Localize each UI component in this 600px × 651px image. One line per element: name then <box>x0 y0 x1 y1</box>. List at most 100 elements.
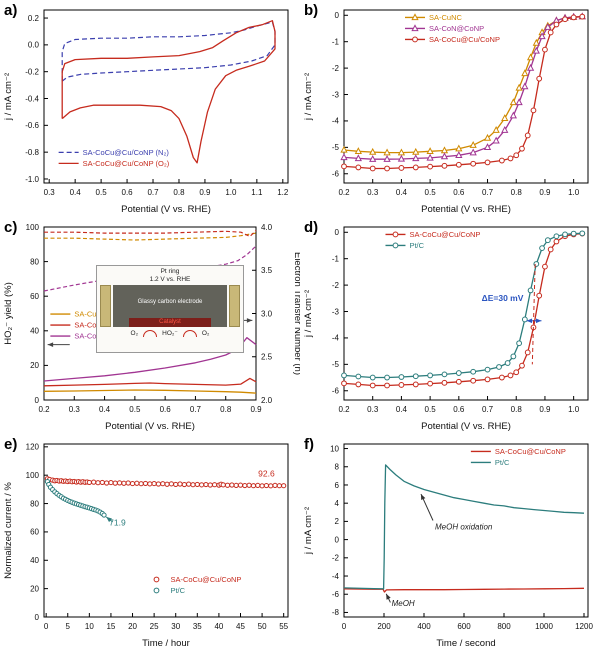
svg-text:55: 55 <box>279 622 288 631</box>
svg-text:-0.8: -0.8 <box>25 148 39 157</box>
svg-text:Potential (V vs. RHE): Potential (V vs. RHE) <box>421 421 511 432</box>
svg-text:0.7: 0.7 <box>147 188 159 197</box>
svg-text:60: 60 <box>30 528 39 537</box>
chart-b-lsv-catalysts: 0.2 0.3 0.4 0.5 0.6 0.7 0.8 0.9 1.0 -6 -5 -4 -3 -2 -1 0… <box>303 9 589 215</box>
svg-text:-2: -2 <box>332 64 340 73</box>
svg-text:0.9: 0.9 <box>539 405 551 414</box>
svg-text:25: 25 <box>150 622 159 631</box>
svg-text:0.0: 0.0 <box>28 41 40 50</box>
svg-text:SA-CuNC: SA-CuNC <box>74 310 108 319</box>
panel-b: 0.2 0.3 0.4 0.5 0.6 0.7 0.8 0.9 1.0 -6 -5 -4 -3 -2 -1 0… <box>300 0 600 217</box>
svg-text:35: 35 <box>193 622 202 631</box>
svg-text:100: 100 <box>26 223 40 232</box>
svg-text:-1.0: -1.0 <box>25 175 39 184</box>
svg-text:-5: -5 <box>332 360 340 369</box>
svg-text:1.2: 1.2 <box>277 188 289 197</box>
svg-text:0.8: 0.8 <box>511 188 523 197</box>
svg-text:0.8: 0.8 <box>173 188 185 197</box>
svg-text:0: 0 <box>35 613 40 622</box>
svg-text:8: 8 <box>335 463 340 472</box>
svg-text:-6: -6 <box>332 170 340 179</box>
svg-text:0.3: 0.3 <box>44 188 56 197</box>
chart-d-lsv-vs-ptc: 0.2 0.3 0.4 0.5 0.6 0.7 0.8 0.9 1.0 -6 -5 -4 -3 -2 -1 0… <box>303 226 589 432</box>
svg-text:15: 15 <box>106 622 115 631</box>
svg-text:0.5: 0.5 <box>129 405 141 414</box>
svg-text:j / mA cm⁻²: j / mA cm⁻² <box>3 73 14 121</box>
svg-text:HO₂⁻ yield (%): HO₂⁻ yield (%) <box>3 282 14 345</box>
svg-text:0.6: 0.6 <box>122 188 134 197</box>
svg-text:-6: -6 <box>332 590 340 599</box>
svg-text:0.2: 0.2 <box>38 405 50 414</box>
svg-text:Pt/C: Pt/C <box>170 586 185 595</box>
svg-text:Pt/C: Pt/C <box>409 241 424 250</box>
svg-text:0: 0 <box>335 535 340 544</box>
svg-text:100: 100 <box>26 471 40 480</box>
panel-f: 0 200 400 600 800 1000 1200 -8 -6 -4 -2 0 2 4 6 8 10 Time… <box>300 434 600 651</box>
svg-text:30: 30 <box>171 622 180 631</box>
svg-text:20: 20 <box>30 584 39 593</box>
svg-text:0.3: 0.3 <box>367 405 379 414</box>
svg-text:1.0: 1.0 <box>225 188 237 197</box>
panel-label-c: c) <box>4 219 18 236</box>
svg-text:0.2: 0.2 <box>338 405 350 414</box>
svg-text:71.9: 71.9 <box>109 518 126 528</box>
svg-text:0.2: 0.2 <box>338 188 350 197</box>
inset-potential-label: 1.2 V vs. RHE <box>149 276 191 284</box>
svg-text:SA-CoN@CoNP: SA-CoN@CoNP <box>429 24 484 33</box>
svg-text:40: 40 <box>214 622 223 631</box>
svg-text:1.0: 1.0 <box>568 188 580 197</box>
pt-ring-left-bar <box>100 285 111 328</box>
svg-text:-1: -1 <box>332 37 340 46</box>
svg-text:20: 20 <box>128 622 137 631</box>
svg-text:j / mA cm⁻²: j / mA cm⁻² <box>303 290 314 338</box>
svg-text:0: 0 <box>44 622 49 631</box>
reaction-arrow-icon <box>182 330 197 338</box>
svg-text:2.5: 2.5 <box>261 353 273 362</box>
svg-text:-0.6: -0.6 <box>25 121 39 130</box>
svg-text:0.6: 0.6 <box>453 405 465 414</box>
ho2-label: HO₂⁻ <box>162 330 178 338</box>
svg-text:0.5: 0.5 <box>96 188 108 197</box>
svg-text:0: 0 <box>335 11 340 20</box>
panel-label-b: b) <box>304 2 319 19</box>
svg-text:0.4: 0.4 <box>396 405 408 414</box>
glassy-carbon-electrode: Glassy carbon electrode Catalyst <box>113 285 227 328</box>
chart-a-cv: 0.3 0.4 0.5 0.6 0.7 0.8 0.9 1.0 1.1 1.2 -1.0 -0.8 -0… <box>3 9 289 215</box>
svg-text:j / mA cm⁻²: j / mA cm⁻² <box>303 73 314 121</box>
svg-text:800: 800 <box>497 622 511 631</box>
svg-text:Normalized current / %: Normalized current / % <box>3 482 14 579</box>
svg-text:SA-CoCu@Cu/CoNP (N₂): SA-CoCu@Cu/CoNP (N₂) <box>83 148 170 157</box>
o2-out-label: O₂ <box>201 330 210 338</box>
svg-text:-8: -8 <box>332 608 340 617</box>
svg-text:40: 40 <box>30 327 39 336</box>
svg-text:6: 6 <box>335 481 340 490</box>
svg-text:SA-CoCu@Cu/CoNP (O₂): SA-CoCu@Cu/CoNP (O₂) <box>83 159 170 168</box>
svg-text:SA-CuNC: SA-CuNC <box>429 13 463 22</box>
svg-text:0.2: 0.2 <box>28 14 40 23</box>
svg-text:0.3: 0.3 <box>69 405 81 414</box>
svg-text:-0.2: -0.2 <box>25 67 39 76</box>
chart-e-stability: 0 5 10 15 20 25 30 35 40 45 50 55 0 20 40 60 80 100 120 Tim… <box>3 443 289 649</box>
svg-text:0.8: 0.8 <box>220 405 232 414</box>
panel-c: 0.2 0.3 0.4 0.5 0.6 0.7 0.8 0.9 0 20 40 60 80 100 2.0 2… <box>0 217 300 434</box>
gc-label: Glassy carbon electrode <box>137 298 203 305</box>
svg-text:-1: -1 <box>332 254 340 263</box>
svg-text:120: 120 <box>26 443 40 452</box>
svg-text:45: 45 <box>236 622 245 631</box>
svg-text:-2: -2 <box>332 554 340 563</box>
svg-text:-4: -4 <box>332 572 340 581</box>
svg-text:MeOH oxidation: MeOH oxidation <box>435 523 493 532</box>
svg-text:50: 50 <box>258 622 267 631</box>
svg-text:0.8: 0.8 <box>511 405 523 414</box>
svg-text:0.6: 0.6 <box>453 188 465 197</box>
svg-text:1200: 1200 <box>575 622 593 631</box>
svg-text:0: 0 <box>335 228 340 237</box>
svg-text:80: 80 <box>30 499 39 508</box>
panel-label-a: a) <box>4 2 18 19</box>
panel-d: 0.2 0.3 0.4 0.5 0.6 0.7 0.8 0.9 1.0 -6 -5 -4 -3 -2 -1 0… <box>300 217 600 434</box>
reaction-arrow-icon <box>143 330 158 338</box>
svg-text:3.0: 3.0 <box>261 309 273 318</box>
catalyst-layer: Catalyst <box>128 318 212 328</box>
svg-text:1.0: 1.0 <box>568 405 580 414</box>
